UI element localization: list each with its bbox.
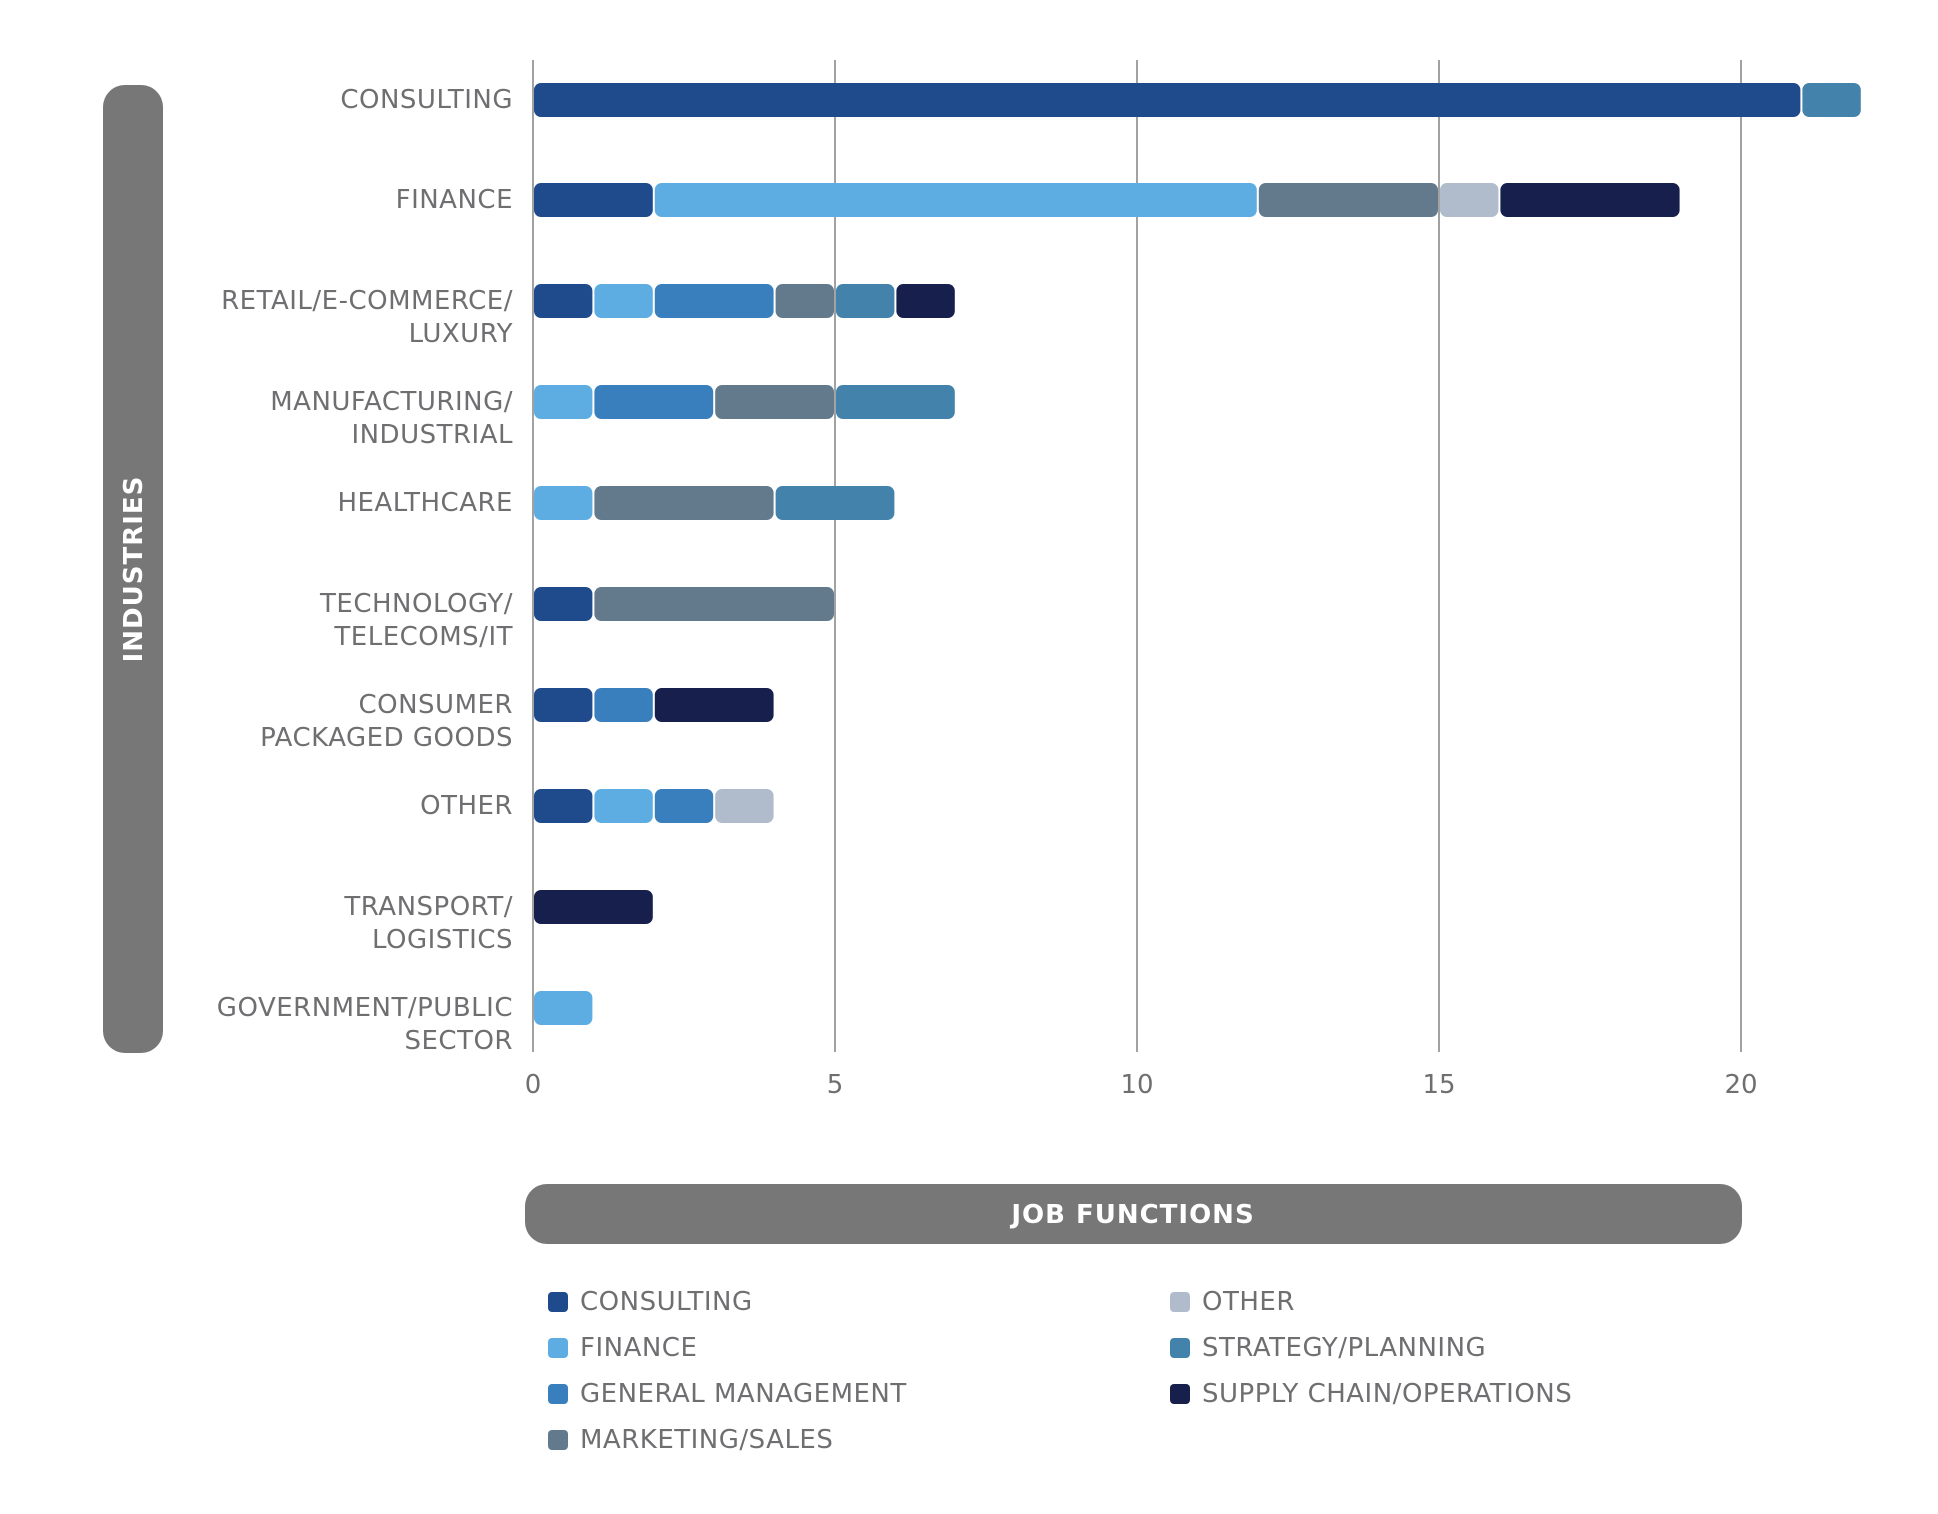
- bar-segment: [534, 789, 593, 823]
- y-axis-title: INDUSTRIES: [119, 476, 149, 663]
- legend-swatch: [548, 1292, 568, 1312]
- gridlines: [532, 60, 1742, 1052]
- x-axis-title: JOB FUNCTIONS: [1009, 1200, 1254, 1230]
- legend-swatch: [548, 1338, 568, 1358]
- bar-segment: [534, 991, 593, 1025]
- category-label: INDUSTRIAL: [351, 420, 513, 450]
- bar-segment: [534, 83, 1801, 117]
- legend-label: SUPPLY CHAIN/OPERATIONS: [1202, 1379, 1572, 1409]
- category-label: TECHNOLOGY/: [319, 589, 513, 619]
- bar-segment: [715, 789, 774, 823]
- bar-segment: [1440, 183, 1499, 217]
- legend-label: STRATEGY/PLANNING: [1202, 1333, 1486, 1363]
- bar-segment: [534, 183, 653, 217]
- category-label: MANUFACTURING/: [270, 387, 513, 417]
- category-label: GOVERNMENT/PUBLIC: [217, 993, 513, 1023]
- bar-segment: [534, 385, 593, 419]
- bar-segment: [1500, 183, 1680, 217]
- x-tick-label: 15: [1422, 1070, 1455, 1100]
- legend: CONSULTING FINANCE GENERAL MANAGEMENT MARKE…: [548, 1287, 1572, 1455]
- bar-segment: [836, 284, 895, 318]
- bar-segment: [715, 385, 834, 419]
- bar-segment: [654, 789, 714, 823]
- x-axis-title-group: JOB FUNCTIONS: [525, 1184, 1742, 1244]
- bar-segment: [1802, 83, 1861, 117]
- bar-segment: [836, 385, 955, 419]
- category-label: OTHER: [420, 791, 513, 821]
- bar-segment: [775, 486, 895, 520]
- x-tick-labels: 0 5 10 15 20: [525, 1070, 1758, 1100]
- legend-label: FINANCE: [580, 1333, 697, 1363]
- bar-segment: [534, 284, 593, 318]
- category-label: FINANCE: [396, 185, 513, 215]
- category-label: TELECOMS/IT: [333, 622, 513, 652]
- bar-segment: [654, 284, 774, 318]
- bar-segment: [594, 587, 834, 621]
- category-label: PACKAGED GOODS: [260, 723, 513, 753]
- bars: [534, 83, 1861, 1025]
- x-axis-title-background: [525, 1184, 1742, 1244]
- bar-segment: [896, 284, 955, 318]
- legend-swatch: [548, 1430, 568, 1450]
- bar-segment: [594, 688, 653, 722]
- bar-segment: [534, 587, 593, 621]
- legend-swatch: [1170, 1292, 1190, 1312]
- bar-segment: [775, 284, 834, 318]
- bar-segment: [594, 284, 653, 318]
- category-label: CONSULTING: [340, 85, 513, 115]
- category-label: RETAIL/E-COMMERCE/: [221, 286, 513, 316]
- legend-swatch: [1170, 1384, 1190, 1404]
- bar-segment: [534, 890, 653, 924]
- category-label: CONSUMER: [358, 690, 513, 720]
- bar-segment: [594, 789, 653, 823]
- category-label: LUXURY: [409, 319, 513, 349]
- category-label: LOGISTICS: [372, 925, 513, 955]
- bar-segment: [534, 486, 593, 520]
- bar-segment: [534, 688, 593, 722]
- x-tick-label: 10: [1120, 1070, 1153, 1100]
- x-tick-label: 0: [525, 1070, 542, 1100]
- legend-label: GENERAL MANAGEMENT: [580, 1379, 907, 1409]
- category-labels: CONSULTING FINANCE RETAIL/E-COMMERCE/LUXUR…: [217, 85, 513, 1056]
- category-label: SECTOR: [405, 1026, 514, 1056]
- bar-segment: [654, 688, 774, 722]
- legend-label: MARKETING/SALES: [580, 1425, 833, 1455]
- legend-label: OTHER: [1202, 1287, 1295, 1317]
- legend-swatch: [1170, 1338, 1190, 1358]
- bar-segment: [1258, 183, 1438, 217]
- bar-segment: [594, 385, 714, 419]
- bar-segment: [654, 183, 1257, 217]
- x-tick-label: 20: [1724, 1070, 1757, 1100]
- y-axis-title-group: INDUSTRIES: [103, 85, 163, 1053]
- y-axis-title-background: [103, 85, 163, 1053]
- category-label: HEALTHCARE: [337, 488, 513, 518]
- bar-segment: [594, 486, 774, 520]
- x-tick-label: 5: [827, 1070, 844, 1100]
- legend-swatch: [548, 1384, 568, 1404]
- legend-label: CONSULTING: [580, 1287, 753, 1317]
- category-label: TRANSPORT/: [343, 892, 513, 922]
